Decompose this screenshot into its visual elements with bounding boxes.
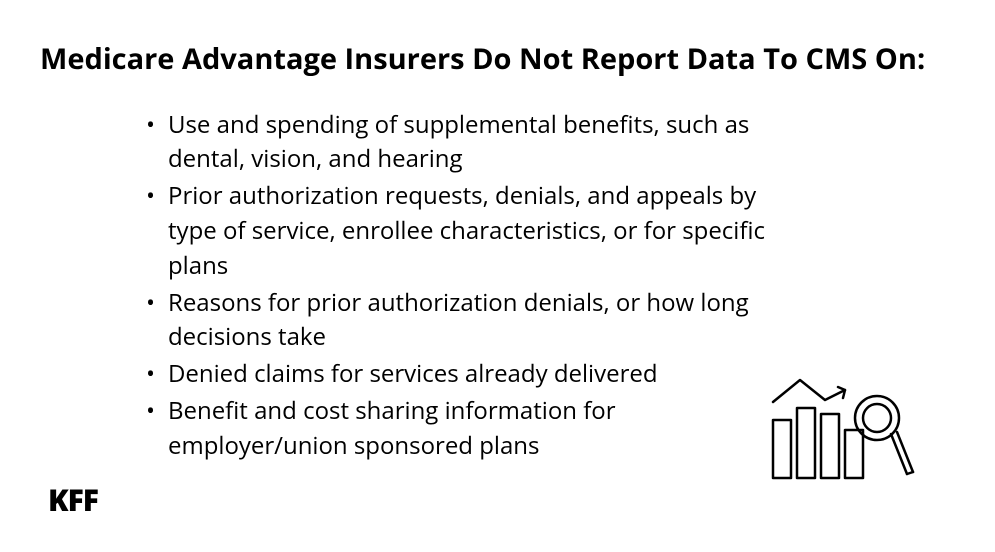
list-item: Denied claims for services already deliv… [140,357,775,392]
bullet-list: Use and spending of supplemental benefit… [140,108,775,464]
list-item: Use and spending of supplemental benefit… [140,108,775,178]
list-item: Benefit and cost sharing information for… [140,394,775,464]
kff-logo: KFF [48,479,98,520]
chart-magnifier-icon [765,372,915,482]
list-item: Prior authorization requests, denials, a… [140,179,775,283]
page-title: Medicare Advantage Insurers Do Not Repor… [40,40,955,78]
list-item: Reasons for prior authorization denials,… [140,286,775,356]
